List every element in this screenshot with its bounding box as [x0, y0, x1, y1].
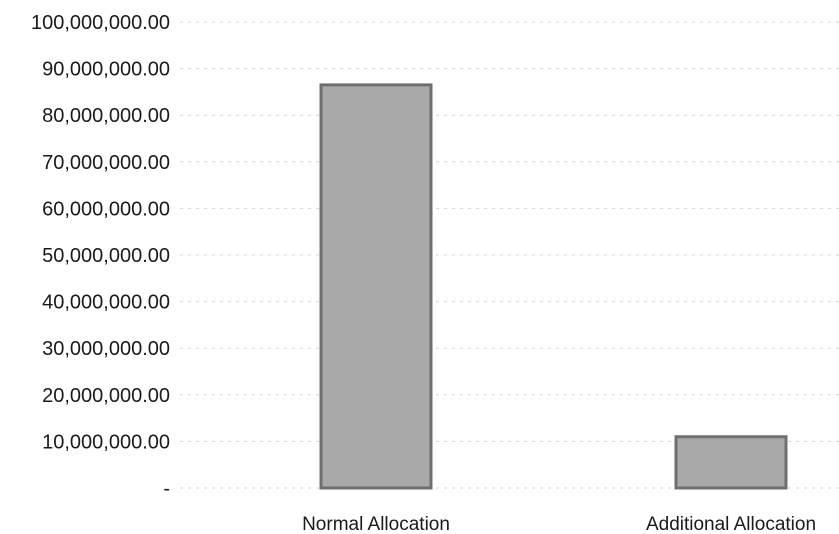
y-tick-label: 40,000,000.00 [42, 292, 170, 314]
bar [674, 435, 788, 490]
x-category-label: Normal Allocation [302, 514, 450, 534]
y-tick-label: 10,000,000.00 [42, 431, 170, 453]
y-tick-label: 100,000,000.00 [31, 12, 170, 34]
bars [319, 83, 788, 490]
bar [319, 83, 433, 490]
x-axis-category-labels: Normal Allocation Additional Allocation [302, 514, 816, 534]
grid-lines [180, 21, 839, 489]
y-tick-label: 70,000,000.00 [42, 152, 170, 174]
y-tick-label: 20,000,000.00 [42, 385, 170, 407]
y-tick-label: 30,000,000.00 [42, 338, 170, 360]
y-tick-label: 90,000,000.00 [42, 59, 170, 81]
y-tick-label: 80,000,000.00 [42, 105, 170, 127]
y-tick-label: - [163, 478, 170, 500]
y-tick-label: 50,000,000.00 [42, 245, 170, 267]
x-category-label: Additional Allocation [646, 514, 816, 534]
y-axis-tick-labels: - 10,000,000.00 20,000,000.00 30,000,000.00… [31, 12, 170, 500]
y-tick-label: 60,000,000.00 [42, 198, 170, 220]
